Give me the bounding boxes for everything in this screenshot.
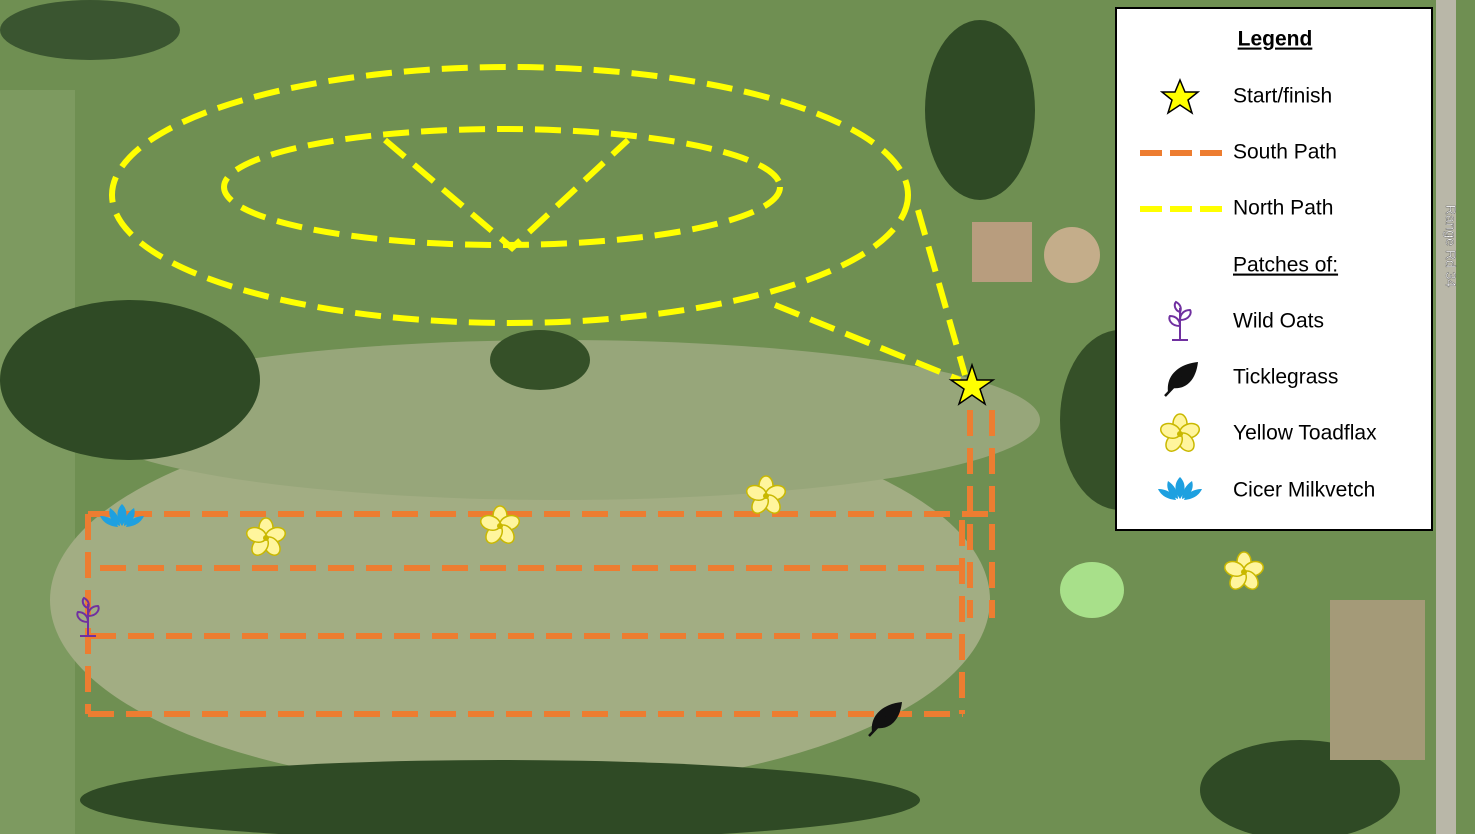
road-label: Range Rd 34	[1443, 205, 1459, 288]
tree-stand	[0, 0, 180, 60]
legend-label: South Path	[1233, 141, 1337, 164]
legend-label: Yellow Toadflax	[1233, 422, 1377, 445]
legend-label: Cicer Milkvetch	[1233, 479, 1375, 502]
page: Range Rd 34 Legend Start/finish South Pa…	[0, 0, 1475, 834]
tree-stand	[0, 300, 260, 460]
legend-label: Ticklegrass	[1233, 366, 1338, 389]
legend-subheading: Patches of:	[1233, 254, 1338, 277]
legend-title: Legend	[1238, 28, 1313, 51]
map: Range Rd 34 Legend Start/finish South Pa…	[0, 0, 1475, 834]
field-left	[0, 90, 75, 834]
legend: Legend Start/finish South Path North Pat…	[1116, 8, 1432, 530]
field	[1330, 600, 1425, 760]
pond	[1060, 562, 1124, 618]
legend-label: North Path	[1233, 197, 1333, 220]
silo	[1044, 227, 1100, 283]
tree-stand	[490, 330, 590, 390]
road	[1436, 0, 1456, 834]
tree-stand	[925, 20, 1035, 200]
legend-label: Start/finish	[1233, 85, 1332, 108]
building	[972, 222, 1032, 282]
legend-label: Wild Oats	[1233, 310, 1324, 333]
